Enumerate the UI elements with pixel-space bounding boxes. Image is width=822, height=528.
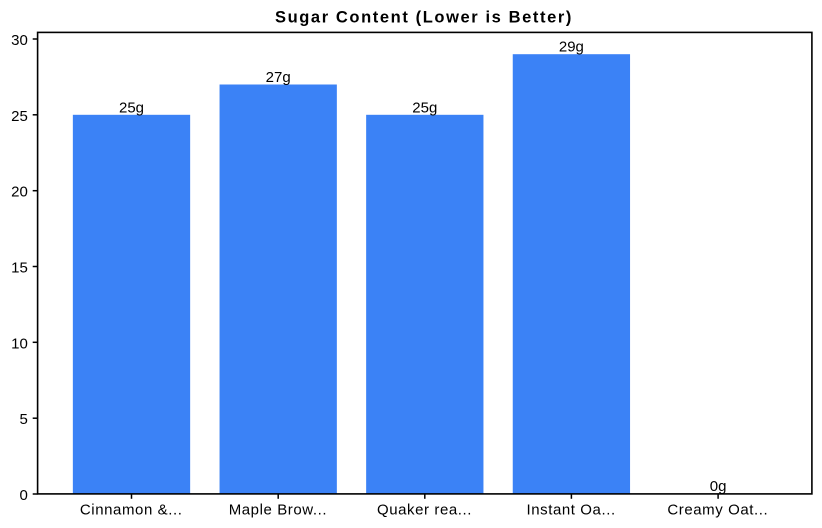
svg-text:Instant Oa...: Instant Oa...	[526, 502, 615, 519]
svg-text:10: 10	[11, 335, 28, 352]
svg-text:20: 20	[11, 184, 28, 201]
svg-text:Maple Brow...: Maple Brow...	[229, 502, 327, 519]
svg-text:25g: 25g	[412, 99, 437, 116]
svg-text:15: 15	[11, 260, 28, 277]
svg-text:25g: 25g	[119, 99, 144, 116]
svg-text:5: 5	[19, 411, 27, 428]
svg-text:Sugar Content (Lower is Better: Sugar Content (Lower is Better)	[275, 9, 573, 27]
svg-text:0: 0	[19, 487, 27, 504]
svg-text:Creamy Oat...: Creamy Oat...	[667, 502, 768, 519]
svg-text:Quaker rea...: Quaker rea...	[377, 502, 472, 519]
svg-text:30: 30	[11, 32, 28, 49]
svg-text:29g: 29g	[559, 39, 584, 56]
svg-text:27g: 27g	[266, 69, 291, 86]
svg-text:25: 25	[11, 108, 28, 125]
svg-text:Cinnamon &...: Cinnamon &...	[80, 502, 183, 519]
svg-text:0g: 0g	[710, 478, 727, 495]
